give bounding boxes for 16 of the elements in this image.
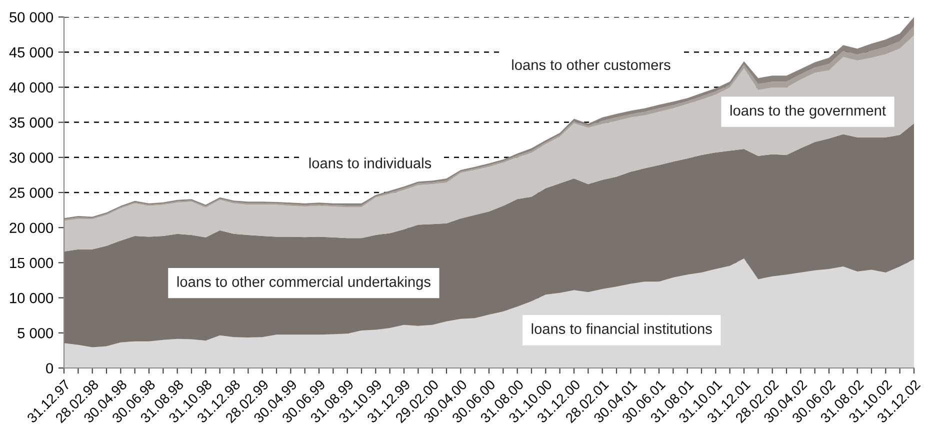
series-label: loans to individuals: [309, 158, 432, 168]
series-label: loans to financial institutions: [532, 323, 712, 334]
series-label: loans to the government: [730, 104, 886, 119]
text: loans to other customers: [512, 59, 670, 70]
y-tick-label: 20 000: [10, 222, 54, 234]
y-tick-label: 50 000: [10, 12, 54, 22]
y-tick-label: 25 000: [10, 188, 54, 198]
y-tick-label: 35 000: [10, 117, 54, 128]
y-tick-label: 0: [46, 363, 54, 374]
y-tick-label: 5 000: [18, 328, 54, 338]
y-tick-label: 45 000: [9, 47, 54, 58]
y-tick-label: 40 000: [9, 82, 54, 93]
y-tick-label: 15 000: [10, 258, 54, 268]
y-tick-label: 30 000: [10, 152, 54, 163]
y-tick-label: 10 000: [10, 292, 54, 304]
series-label: loans to other commercial undertakings: [177, 276, 430, 290]
